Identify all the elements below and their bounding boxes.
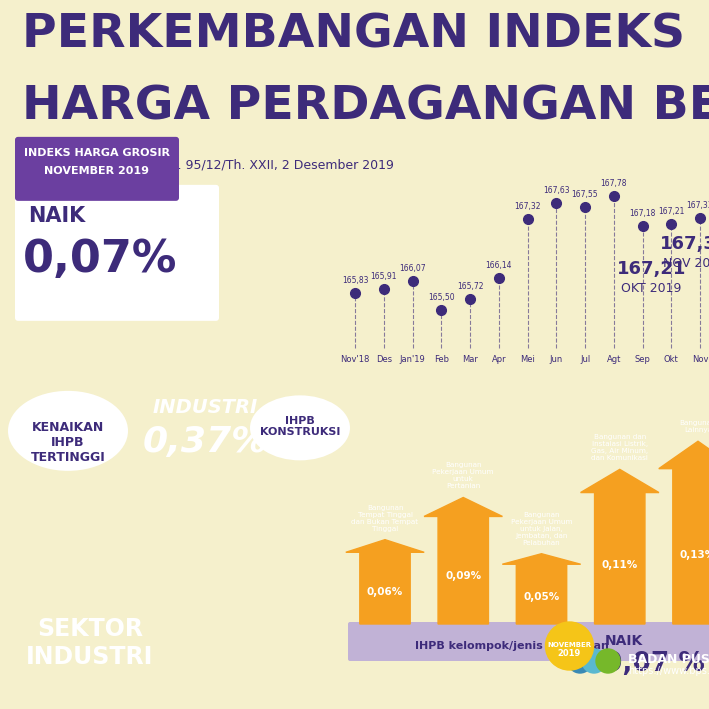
Text: Nov'18: Nov'18 [340, 355, 369, 364]
FancyBboxPatch shape [15, 185, 219, 321]
Circle shape [596, 649, 620, 673]
Circle shape [568, 649, 592, 673]
FancyArrow shape [581, 469, 659, 624]
Text: INDUSTRI: INDUSTRI [152, 398, 257, 417]
Text: Bangunan
Pekerjaan Umum
untuk
Pertanian: Bangunan Pekerjaan Umum untuk Pertanian [432, 462, 494, 489]
Text: 165,83: 165,83 [342, 277, 368, 286]
Text: NAIK: NAIK [605, 634, 643, 648]
Circle shape [545, 622, 593, 670]
Text: 167,63: 167,63 [543, 186, 569, 196]
Text: NOV 2019: NOV 2019 [664, 257, 709, 270]
Text: https://www.bps.go.id: https://www.bps.go.id [628, 666, 709, 676]
Text: 0,11%: 0,11% [602, 560, 638, 570]
Text: Bangunan
Pekerjaan Umum
untuk Jalan,
Jembatan, dan
Pelabuhan: Bangunan Pekerjaan Umum untuk Jalan, Jem… [510, 512, 572, 546]
Text: NOVEMBER: NOVEMBER [547, 642, 591, 648]
Text: Okt: Okt [664, 355, 679, 364]
Text: IHPB kelompok/jenis bangunan: IHPB kelompok/jenis bangunan [415, 641, 609, 651]
Text: Mar: Mar [462, 355, 478, 364]
Text: 165,72: 165,72 [457, 282, 484, 291]
Text: KENAIKAN
IHPB
TERTINGGI: KENAIKAN IHPB TERTINGGI [30, 421, 106, 464]
FancyArrow shape [659, 441, 709, 624]
Text: 166,07: 166,07 [399, 264, 426, 274]
Text: Bangunan dan
Instalasi Listrik,
Gas, Air Minum,
dan Komunikasi: Bangunan dan Instalasi Listrik, Gas, Air… [591, 435, 648, 462]
Text: 0,09%: 0,09% [445, 571, 481, 581]
Text: Jan'19: Jan'19 [400, 355, 425, 364]
Text: Des: Des [376, 355, 392, 364]
Text: 167,32: 167,32 [514, 202, 541, 211]
Text: Apr: Apr [491, 355, 506, 364]
Text: HARGA PERDAGANGAN BESAR: HARGA PERDAGANGAN BESAR [22, 85, 709, 130]
Text: 0,13%: 0,13% [680, 549, 709, 559]
Text: Jun: Jun [549, 355, 563, 364]
Text: Sep: Sep [635, 355, 650, 364]
Text: Jul: Jul [580, 355, 590, 364]
Text: 167,78: 167,78 [601, 179, 627, 188]
FancyBboxPatch shape [15, 137, 179, 201]
Text: 165,50: 165,50 [428, 293, 454, 302]
Text: Berita Resmi Statistik No. 95/12/Th. XXII, 2 Desember 2019: Berita Resmi Statistik No. 95/12/Th. XXI… [22, 158, 394, 171]
Text: 0,07%: 0,07% [23, 238, 177, 281]
Text: 165,91: 165,91 [371, 272, 397, 281]
Text: 167,21: 167,21 [617, 260, 686, 278]
Text: OKT 2019: OKT 2019 [621, 282, 681, 295]
FancyArrow shape [424, 498, 503, 624]
Text: SEKTOR
INDUSTRI: SEKTOR INDUSTRI [26, 618, 154, 669]
Text: NAIK: NAIK [28, 206, 85, 226]
Text: IHPB
KONSTRUKSI: IHPB KONSTRUKSI [259, 416, 340, 437]
Text: 0,06%: 0,06% [367, 587, 403, 597]
Text: Agt: Agt [607, 355, 621, 364]
Text: 167,33: 167,33 [687, 201, 709, 211]
Text: 0,05%: 0,05% [523, 592, 559, 602]
Text: 0,37%: 0,37% [143, 425, 268, 459]
Text: PERKEMBANGAN INDEKS: PERKEMBANGAN INDEKS [22, 12, 685, 57]
Ellipse shape [8, 391, 128, 471]
Text: 0,07 %: 0,07 % [605, 651, 705, 677]
Text: Mei: Mei [520, 355, 535, 364]
Text: 166,14: 166,14 [486, 261, 512, 270]
Text: 167,21: 167,21 [658, 208, 684, 216]
Circle shape [582, 649, 606, 673]
FancyArrow shape [346, 540, 424, 624]
Ellipse shape [250, 396, 350, 460]
Text: 2019: 2019 [558, 649, 581, 658]
Text: 167,55: 167,55 [571, 191, 598, 199]
Text: BADAN PUSAT STATISTIK: BADAN PUSAT STATISTIK [628, 653, 709, 666]
Text: INDEKS HARGA GROSIR: INDEKS HARGA GROSIR [24, 148, 170, 158]
Text: Nov: Nov [692, 355, 708, 364]
Text: Feb: Feb [434, 355, 449, 364]
Text: 167,33: 167,33 [660, 235, 709, 253]
FancyBboxPatch shape [348, 622, 709, 661]
Text: 167,18: 167,18 [630, 209, 656, 218]
Text: Bangunan
Lainnya: Bangunan Lainnya [680, 420, 709, 433]
FancyArrow shape [502, 554, 581, 624]
Text: Bangunan
Tempat Tinggal
dan Bukan Tempat
Tinggal: Bangunan Tempat Tinggal dan Bukan Tempat… [352, 505, 418, 532]
Text: NOVEMBER 2019: NOVEMBER 2019 [45, 166, 150, 176]
